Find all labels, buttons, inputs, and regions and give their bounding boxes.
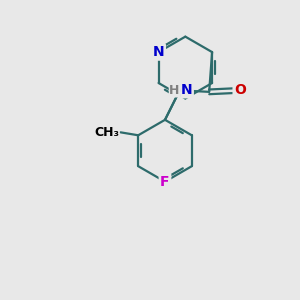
- Text: H: H: [169, 84, 180, 97]
- Text: CH₃: CH₃: [94, 126, 119, 139]
- Text: F: F: [160, 175, 170, 189]
- Text: O: O: [234, 83, 246, 98]
- Text: N: N: [181, 83, 193, 98]
- Text: N: N: [153, 45, 164, 59]
